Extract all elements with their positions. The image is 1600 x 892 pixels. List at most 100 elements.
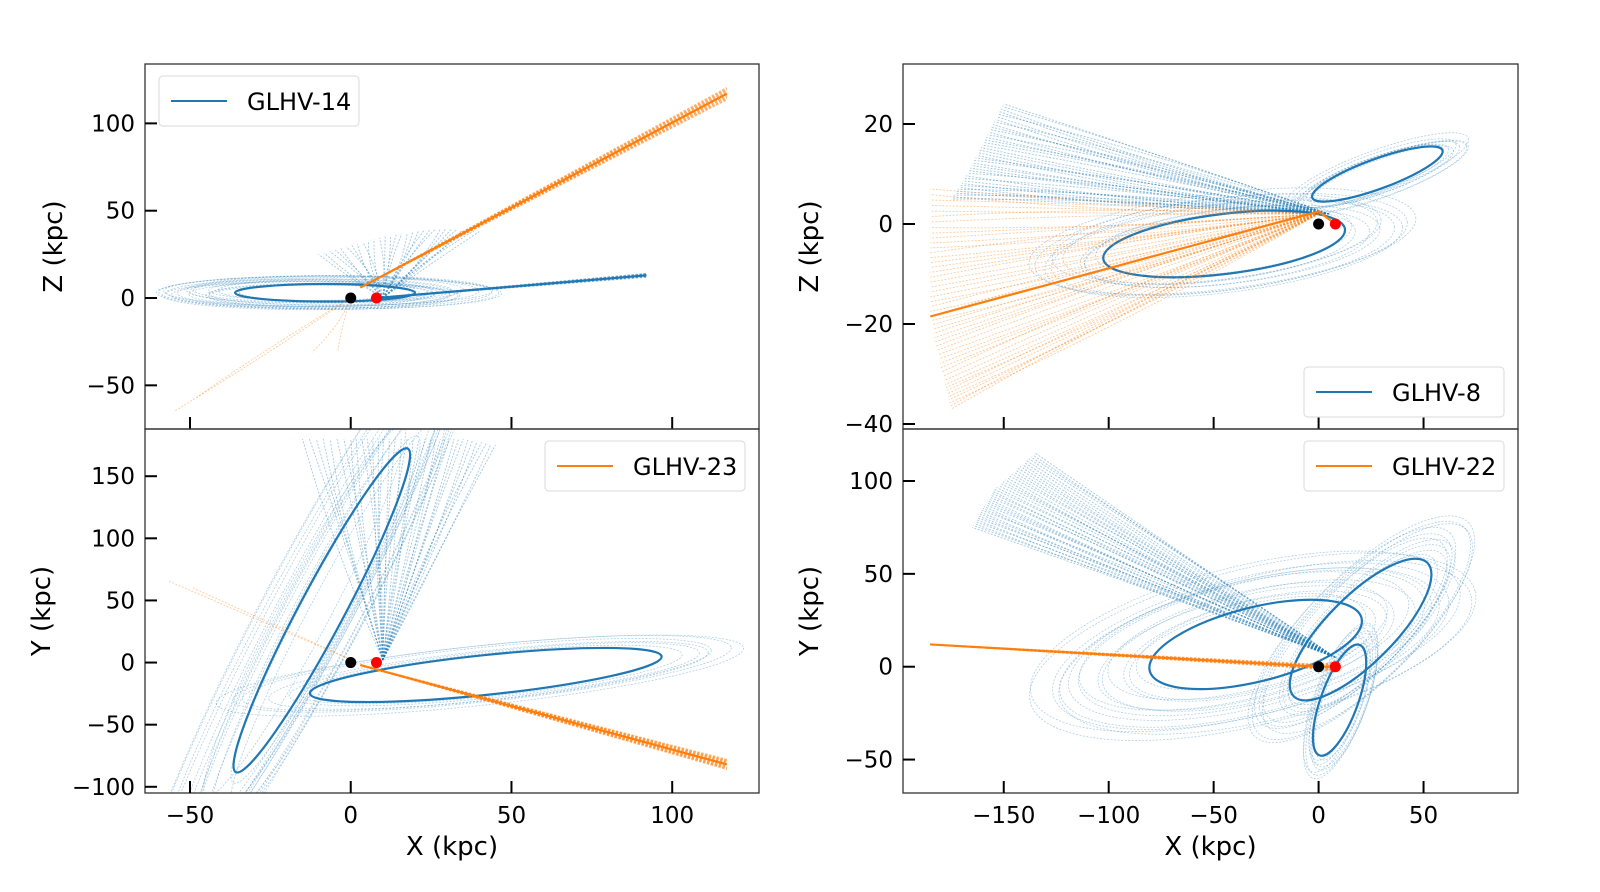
orbit-sample bbox=[992, 124, 1330, 215]
orbit-sample bbox=[959, 187, 1330, 215]
orbit-sample bbox=[930, 213, 1319, 234]
orbit-sample bbox=[930, 205, 1319, 215]
orbit-sample bbox=[947, 213, 1319, 395]
orbit-sample bbox=[1107, 581, 1388, 700]
orbit-sample bbox=[382, 438, 441, 661]
series-orange-stream bbox=[359, 86, 728, 289]
orbit-sample bbox=[966, 175, 1330, 215]
orbit-sample bbox=[1305, 624, 1379, 776]
orbit-sample bbox=[1029, 552, 1477, 741]
orbit-sample bbox=[329, 438, 384, 661]
orbit-sample bbox=[382, 236, 386, 299]
orbit-sample bbox=[932, 213, 1319, 330]
orbit-sample bbox=[145, 429, 478, 793]
legend-label: GLHV-14 bbox=[247, 88, 351, 116]
orbit-sample bbox=[996, 116, 1330, 215]
orbit-sample bbox=[930, 213, 1319, 259]
orbit-sample bbox=[1059, 567, 1440, 728]
orbit-sample bbox=[167, 580, 358, 663]
orbit-sample bbox=[302, 438, 384, 661]
orbit-sample bbox=[982, 144, 1330, 215]
y-tick-label: −100 bbox=[72, 775, 135, 801]
orbit-sample bbox=[992, 490, 1336, 658]
sun-position-marker bbox=[370, 292, 382, 304]
orbit-sample bbox=[382, 228, 447, 299]
orbit-sample bbox=[1044, 198, 1403, 298]
orbit-sample bbox=[145, 429, 468, 793]
orbit-sample bbox=[1079, 204, 1381, 288]
series-blue-left-ellipse bbox=[1029, 550, 1477, 741]
orbit-sample bbox=[1258, 533, 1453, 727]
y-tick-label: −50 bbox=[86, 713, 135, 739]
orbit-sample bbox=[360, 664, 728, 769]
orbit-sample bbox=[956, 190, 1330, 215]
series-orange-main bbox=[929, 210, 1337, 318]
orbit-sample bbox=[978, 515, 1336, 658]
x-axis-label: X (kpc) bbox=[406, 832, 498, 862]
orbit-sample bbox=[169, 429, 474, 793]
orbit-sample bbox=[930, 213, 1319, 223]
orbit-sample bbox=[329, 250, 384, 299]
orbit-sample bbox=[998, 485, 1336, 658]
orbit-sample bbox=[208, 284, 425, 307]
x-tick-label: 100 bbox=[650, 803, 694, 829]
orbit-sample bbox=[930, 213, 1319, 312]
orbit-sample bbox=[360, 664, 728, 761]
orbit-sample bbox=[1024, 462, 1336, 658]
x-tick-label: 0 bbox=[1311, 803, 1326, 829]
orbit-sample bbox=[930, 213, 1319, 293]
legend: GLHV-23 bbox=[544, 440, 746, 492]
orbit-sample bbox=[979, 149, 1330, 215]
orbit-sample bbox=[996, 487, 1336, 658]
orbit-sample bbox=[372, 438, 384, 661]
orbit-sample bbox=[382, 229, 430, 299]
orbit-sample bbox=[1282, 544, 1451, 713]
plot-area bbox=[930, 452, 1477, 780]
orbit-sample bbox=[1287, 549, 1448, 710]
orbit-sample bbox=[1030, 456, 1336, 658]
series-blue-fan-up bbox=[302, 438, 496, 661]
orbit-sample bbox=[987, 134, 1330, 215]
orbit-sample bbox=[382, 438, 426, 661]
series-glhv-14-orbit bbox=[156, 275, 503, 311]
orbit-sample bbox=[343, 438, 384, 661]
orbit-sample bbox=[207, 279, 416, 301]
orbit-sample bbox=[991, 492, 1336, 658]
orbit-sample bbox=[1050, 199, 1396, 296]
orbit-sample bbox=[960, 185, 1330, 215]
orbit-sample bbox=[382, 438, 464, 661]
orbit-sample bbox=[382, 439, 469, 661]
orbit-sample bbox=[382, 234, 397, 299]
orbit-sample bbox=[970, 167, 1330, 215]
orbit-sample bbox=[322, 438, 384, 661]
orbit-sample bbox=[935, 213, 1319, 343]
orbit-sample bbox=[1101, 579, 1416, 712]
orbit-sample bbox=[994, 121, 1330, 215]
orbit-sample bbox=[930, 209, 1319, 218]
legend: GLHV-14 bbox=[158, 75, 360, 127]
orbit-sample bbox=[935, 213, 1319, 347]
galactic-center-marker bbox=[345, 657, 357, 669]
orbit-sample bbox=[972, 527, 1336, 658]
orbit-sample bbox=[162, 280, 461, 311]
orbit-sample bbox=[382, 438, 455, 661]
orbit-sample bbox=[983, 142, 1330, 215]
orbit-sample bbox=[373, 239, 384, 299]
orbit-sample bbox=[952, 196, 1330, 215]
y-axis-label: Y (kpc) bbox=[795, 566, 825, 657]
legend: GLHV-8 bbox=[1303, 366, 1505, 418]
series-orange-sparse bbox=[167, 580, 358, 663]
y-axis-label: Z (kpc) bbox=[795, 200, 825, 292]
orbit-sample bbox=[1254, 526, 1457, 729]
orbit-sample bbox=[1015, 469, 1336, 658]
orbit-sample bbox=[940, 213, 1319, 368]
orbit-sample bbox=[964, 177, 1330, 215]
x-tick-label: −150 bbox=[972, 803, 1035, 829]
orbit-sample bbox=[177, 277, 503, 310]
orbit-sample bbox=[974, 159, 1330, 215]
orbit-main bbox=[1288, 557, 1433, 702]
orbit-sample bbox=[973, 525, 1336, 658]
orbit-sample bbox=[166, 278, 456, 308]
orbit-sample bbox=[976, 154, 1330, 215]
plot-area bbox=[145, 429, 745, 793]
